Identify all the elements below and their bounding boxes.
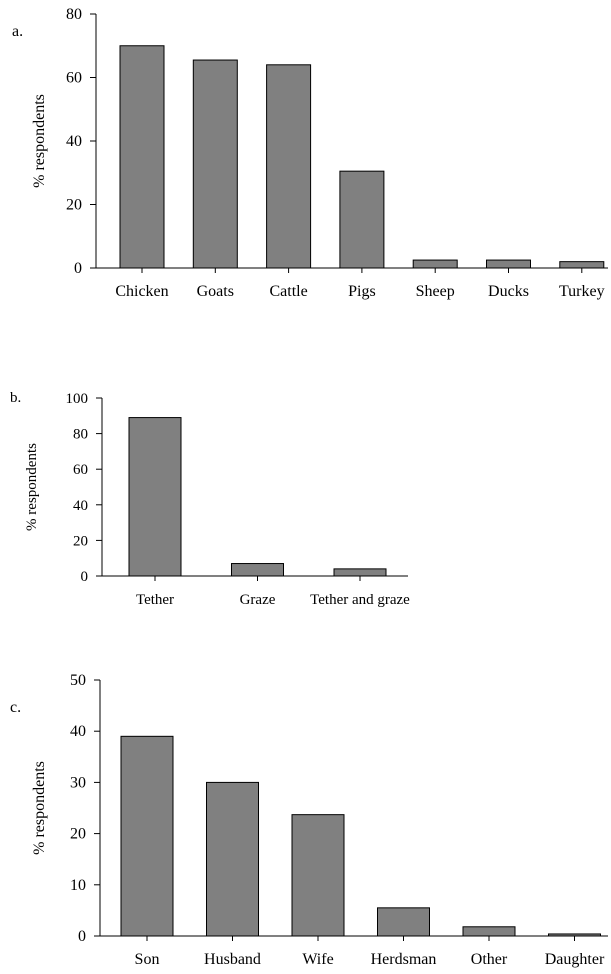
x-tick-label: Graze (240, 592, 276, 608)
x-tick-label: Turkey (559, 283, 605, 300)
y-tick-label: 80 (66, 6, 82, 23)
y-tick-label: 0 (78, 928, 86, 945)
bar-pigs (339, 170, 385, 269)
y-tick-label: 60 (73, 462, 88, 478)
bar-turkey (559, 261, 605, 269)
y-tick-label: 20 (73, 533, 88, 549)
bar-husband (206, 781, 259, 937)
y-tick-label: 20 (70, 826, 86, 843)
x-tick-label: Son (135, 951, 160, 968)
bar-sheep (412, 259, 458, 269)
y-tick-label: 40 (66, 133, 82, 150)
x-tick-label: Husband (204, 951, 261, 968)
bar-tether-and-graze (333, 568, 387, 577)
bar-daughter (548, 933, 601, 937)
x-tick-label: Sheep (416, 283, 455, 300)
y-axis-label: % respondents (31, 761, 48, 855)
panel-label: c. (10, 699, 21, 716)
x-tick-label: Tether (136, 592, 174, 608)
y-tick-label: 40 (73, 498, 88, 514)
bar-son (120, 735, 174, 937)
y-axis-label: % respondents (31, 94, 48, 188)
x-tick-label: Tether and graze (310, 592, 410, 608)
bar-goats (192, 59, 238, 269)
panel-label: a. (12, 23, 23, 40)
bar-wife (291, 814, 345, 937)
bar-ducks (486, 259, 531, 269)
y-tick-label: 30 (70, 774, 86, 791)
x-tick-label: Goats (197, 283, 234, 300)
bar-graze (231, 563, 284, 577)
x-tick-label: Pigs (348, 283, 376, 300)
x-tick-label: Chicken (115, 283, 168, 300)
x-tick-label: Ducks (488, 283, 529, 300)
y-tick-label: 10 (70, 877, 86, 894)
bar-other (462, 926, 516, 937)
y-tick-label: 60 (66, 70, 82, 87)
bar-cattle (266, 64, 312, 269)
y-tick-label: 40 (70, 723, 86, 740)
y-tick-label: 50 (70, 672, 86, 689)
panel-label: b. (10, 390, 21, 406)
y-axis-label: % respondents (24, 443, 40, 531)
x-tick-label: Cattle (269, 283, 307, 300)
y-tick-label: 100 (66, 391, 89, 407)
x-tick-label: Other (471, 951, 508, 968)
y-tick-label: 80 (73, 427, 88, 443)
y-tick-label: 20 (66, 197, 82, 214)
bar-herdsman (377, 907, 430, 937)
x-tick-label: Daughter (545, 951, 605, 968)
bar-chicken (119, 45, 165, 269)
x-tick-label: Wife (302, 951, 333, 968)
bar-tether (128, 417, 182, 577)
y-tick-label: 0 (74, 260, 82, 277)
y-tick-label: 0 (81, 569, 89, 585)
x-tick-label: Herdsman (371, 951, 437, 968)
